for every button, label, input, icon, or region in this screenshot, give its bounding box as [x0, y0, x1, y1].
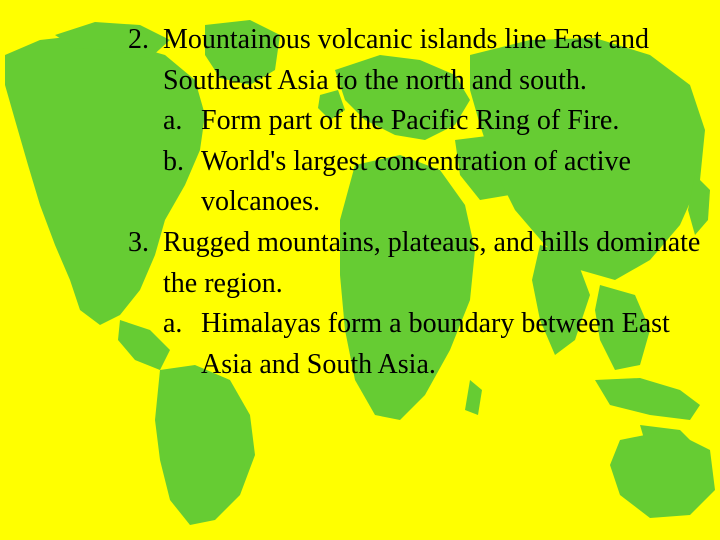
- outline-subitem-2b: b. World's largest concentration of acti…: [163, 142, 702, 223]
- outline-sub-text: Himalayas form a boundary between East A…: [201, 304, 702, 385]
- outline-sub-letter: b.: [163, 142, 201, 223]
- outline-subitem-3a: a. Himalayas form a boundary between Eas…: [163, 304, 702, 385]
- outline-sub-letter: a.: [163, 101, 201, 142]
- outline-sub-text: Form part of the Pacific Ring of Fire.: [201, 101, 702, 142]
- outline-number: 2.: [18, 20, 163, 223]
- outline-body-text: Rugged mountains, plateaus, and hills do…: [163, 223, 702, 304]
- outline-body-text: Mountainous volcanic islands line East a…: [163, 20, 702, 101]
- outline-number: 3.: [18, 223, 163, 385]
- outline-item-3: 3. Rugged mountains, plateaus, and hills…: [18, 223, 702, 385]
- outline-sub-letter: a.: [163, 304, 201, 385]
- outline-text-block: 2. Mountainous volcanic islands line Eas…: [0, 0, 720, 540]
- outline-item-2: 2. Mountainous volcanic islands line Eas…: [18, 20, 702, 223]
- outline-sub-text: World's largest concentration of active …: [201, 142, 702, 223]
- outline-subitem-2a: a. Form part of the Pacific Ring of Fire…: [163, 101, 702, 142]
